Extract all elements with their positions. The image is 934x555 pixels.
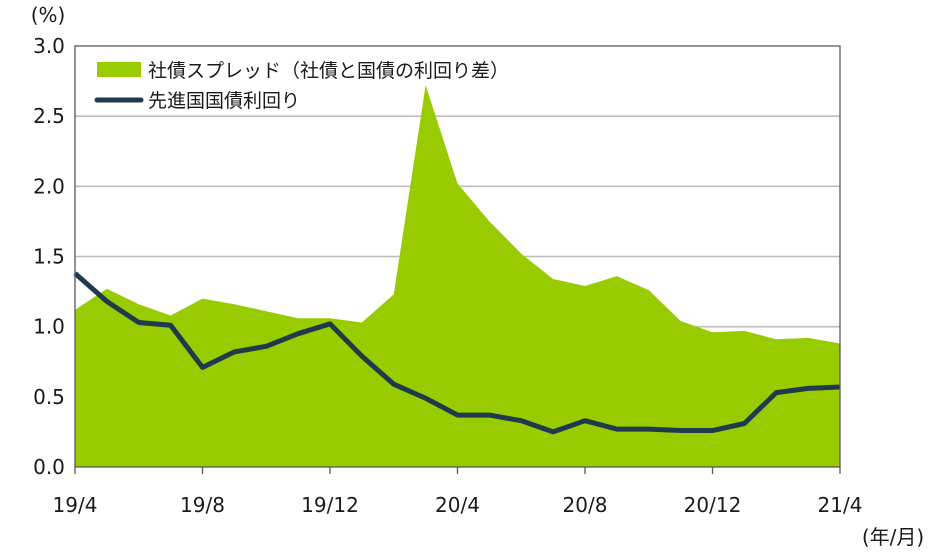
y-axis-tick-labels: 0.0 0.5 1.0 1.5 2.0 2.5 3.0: [33, 34, 65, 479]
area-layer: [75, 85, 840, 467]
legend-label-area: 社債スプレッド（社債と国債の利回り差）: [148, 60, 509, 82]
x-tick-label: 20/8: [563, 493, 608, 517]
x-axis-tick-labels: 19/4 19/8 19/12 20/4 20/8 20/12 21/4: [53, 467, 863, 517]
x-axis-unit: (年/月): [862, 525, 924, 549]
y-tick-label: 1.0: [33, 315, 65, 339]
line-layer: [73, 271, 841, 435]
y-tick-label: 2.5: [33, 104, 65, 128]
x-tick-label: 19/4: [53, 493, 98, 517]
y-tick-label: 0.0: [33, 455, 65, 479]
legend: 社債スプレッド（社債と国債の利回り差） 先進国国債利回り: [94, 60, 509, 112]
x-tick-label: 20/4: [435, 493, 480, 517]
y-tick-label: 2.0: [33, 174, 65, 198]
series-line-govt-yield: [73, 271, 841, 435]
y-tick-label: 3.0: [33, 34, 65, 58]
legend-label-line: 先進国国債利回り: [148, 90, 300, 112]
series-area-corporate-spread: [75, 85, 840, 467]
x-tick-label: 19/8: [180, 493, 225, 517]
y-tick-label: 1.5: [33, 245, 65, 269]
x-tick-label: 20/12: [684, 493, 742, 517]
x-tick-label: 19/12: [301, 493, 359, 517]
y-axis-unit: (%): [31, 3, 66, 27]
y-tick-label: 0.5: [33, 385, 65, 409]
legend-swatch-area: [97, 62, 141, 77]
x-tick-label: 21/4: [818, 493, 863, 517]
